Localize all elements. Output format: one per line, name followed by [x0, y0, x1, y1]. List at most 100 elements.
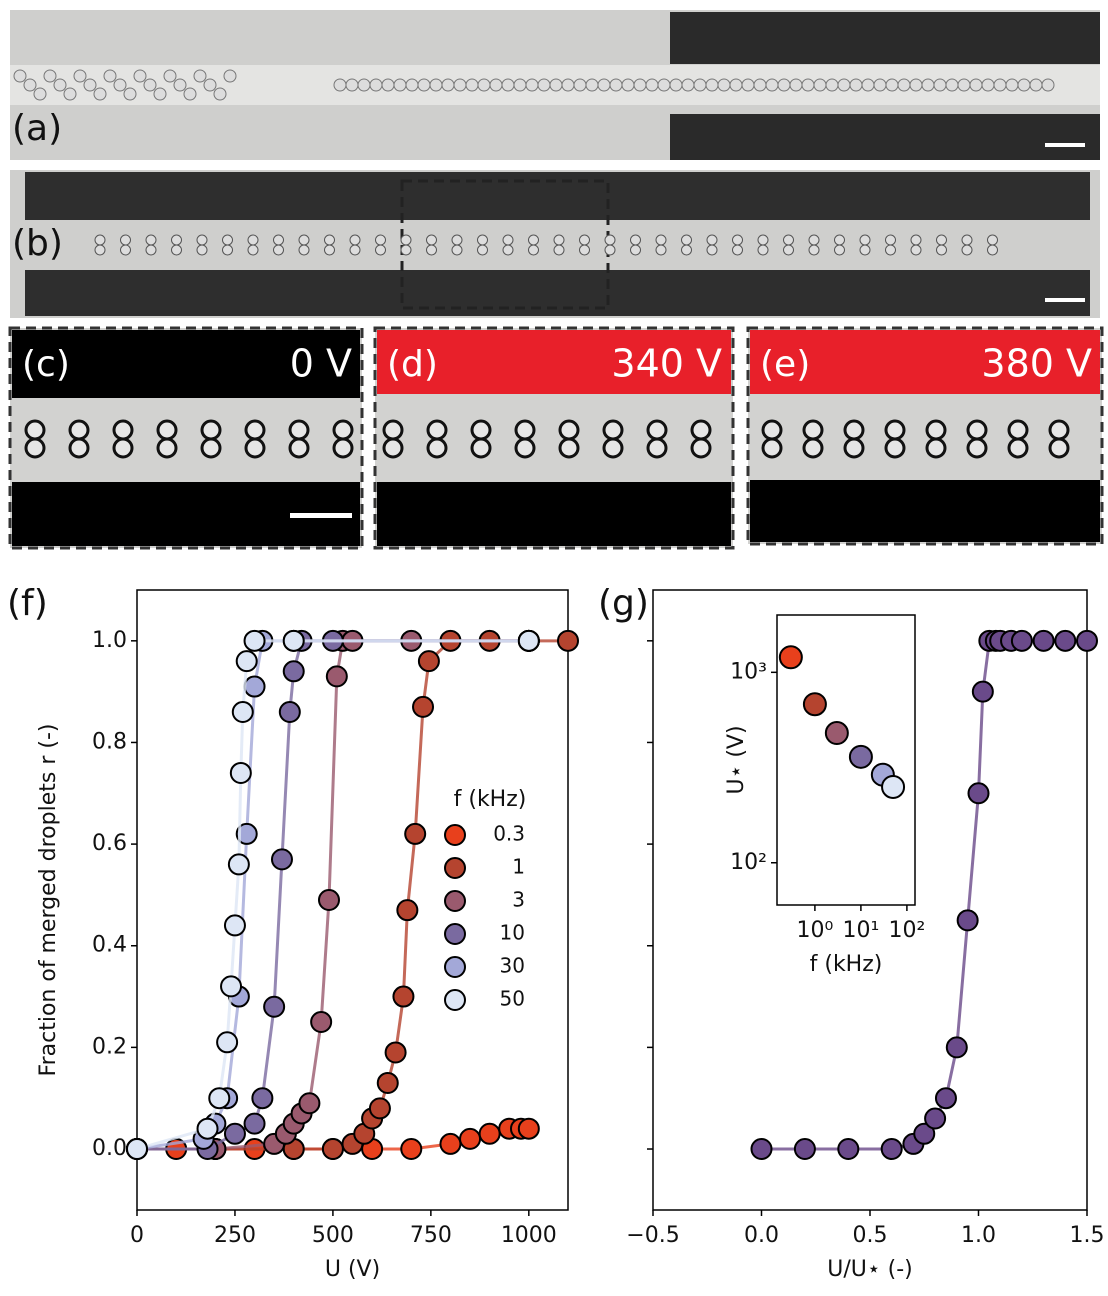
- panel-label: (f): [7, 583, 48, 624]
- droplet: [528, 244, 539, 256]
- scale-bar: [290, 513, 352, 518]
- y-tick-label: 0.2: [92, 1034, 127, 1059]
- data-point: [270, 848, 293, 871]
- scale-bar: [1045, 298, 1085, 302]
- legend-label: 30: [500, 954, 525, 978]
- x-tick-label: −0.5: [626, 1223, 679, 1248]
- droplet: [681, 244, 692, 256]
- droplet: [884, 437, 906, 459]
- data-point: [321, 1138, 344, 1161]
- droplet: [120, 244, 131, 256]
- x-tick-label: 750: [410, 1223, 452, 1248]
- droplet: [288, 437, 310, 459]
- droplet: [477, 78, 491, 92]
- droplet: [802, 419, 824, 441]
- droplet: [68, 419, 90, 441]
- droplet: [375, 234, 386, 246]
- droplet: [183, 87, 197, 101]
- droplet: [553, 244, 565, 256]
- droplet: [549, 78, 563, 92]
- droplet: [382, 419, 404, 441]
- droplet: [655, 234, 667, 246]
- droplet: [732, 234, 743, 246]
- droplet: [426, 244, 437, 256]
- droplet: [441, 78, 455, 92]
- electrode-active: [377, 330, 731, 394]
- droplet: [171, 244, 182, 256]
- x-tick-label: 1.5: [1070, 1223, 1105, 1248]
- legend-label: 0.3: [493, 822, 525, 846]
- droplet: [633, 78, 647, 92]
- droplet: [910, 234, 922, 246]
- droplet: [579, 244, 590, 256]
- droplet: [693, 78, 707, 92]
- data-point: [231, 700, 254, 723]
- data-point: [439, 1132, 462, 1155]
- legend-label: 10: [500, 921, 525, 945]
- plot-area: [136, 589, 569, 1211]
- y-axis-label: U⋆ (V): [724, 725, 749, 794]
- voltage-label: 340 V: [611, 342, 722, 386]
- droplet: [514, 437, 536, 459]
- droplet: [93, 87, 107, 101]
- droplet: [381, 78, 395, 92]
- droplet: [223, 69, 237, 83]
- data-point: [417, 650, 440, 673]
- droplet: [324, 244, 335, 256]
- droplet: [909, 78, 923, 92]
- droplet: [885, 234, 896, 246]
- droplet: [884, 419, 906, 441]
- data-point: [412, 695, 435, 718]
- droplet: [103, 69, 117, 83]
- x-tick-label: 500: [312, 1223, 354, 1248]
- x-tick-label: 10¹: [842, 918, 879, 943]
- droplet: [173, 78, 187, 92]
- droplet: [513, 78, 527, 92]
- data-point: [778, 645, 803, 670]
- droplet: [558, 437, 580, 459]
- droplet: [333, 78, 347, 92]
- data-point: [1054, 629, 1077, 652]
- data-point: [967, 782, 990, 805]
- droplet: [706, 244, 718, 256]
- x-tick-label: 0.0: [744, 1223, 779, 1248]
- droplet: [94, 234, 106, 246]
- droplet: [53, 78, 67, 92]
- droplet: [112, 419, 134, 441]
- droplet: [808, 234, 820, 246]
- droplet: [451, 244, 463, 256]
- droplet: [910, 244, 922, 256]
- data-point: [913, 1122, 936, 1145]
- panel-label: (b): [12, 223, 63, 264]
- droplet: [382, 437, 404, 459]
- droplet: [585, 78, 599, 92]
- droplet: [825, 78, 839, 92]
- droplet: [604, 234, 616, 246]
- x-tick-label: 0: [130, 1223, 144, 1248]
- droplet: [417, 78, 431, 92]
- droplet: [324, 234, 335, 246]
- panel-label: (a): [12, 108, 62, 149]
- panel-label: (e): [760, 344, 810, 385]
- electrode: [12, 330, 360, 398]
- electrode: [750, 480, 1100, 542]
- voltage-label: 380 V: [981, 342, 1092, 386]
- legend-marker: [444, 857, 466, 879]
- droplet: [83, 78, 97, 92]
- data-point: [1032, 629, 1055, 652]
- droplet: [761, 419, 783, 441]
- scale-bar: [1045, 143, 1085, 147]
- y-tick-label: 10²: [730, 850, 767, 875]
- data-point: [220, 975, 243, 998]
- droplet: [465, 78, 479, 92]
- droplet: [244, 437, 266, 459]
- x-tick-label: 10²: [888, 918, 925, 943]
- x-axis-label: U (V): [325, 1257, 380, 1282]
- droplet: [957, 78, 971, 92]
- droplet: [757, 234, 769, 246]
- droplet: [966, 437, 988, 459]
- droplet: [349, 234, 361, 246]
- droplets: [13, 69, 1070, 459]
- droplet: [200, 419, 222, 441]
